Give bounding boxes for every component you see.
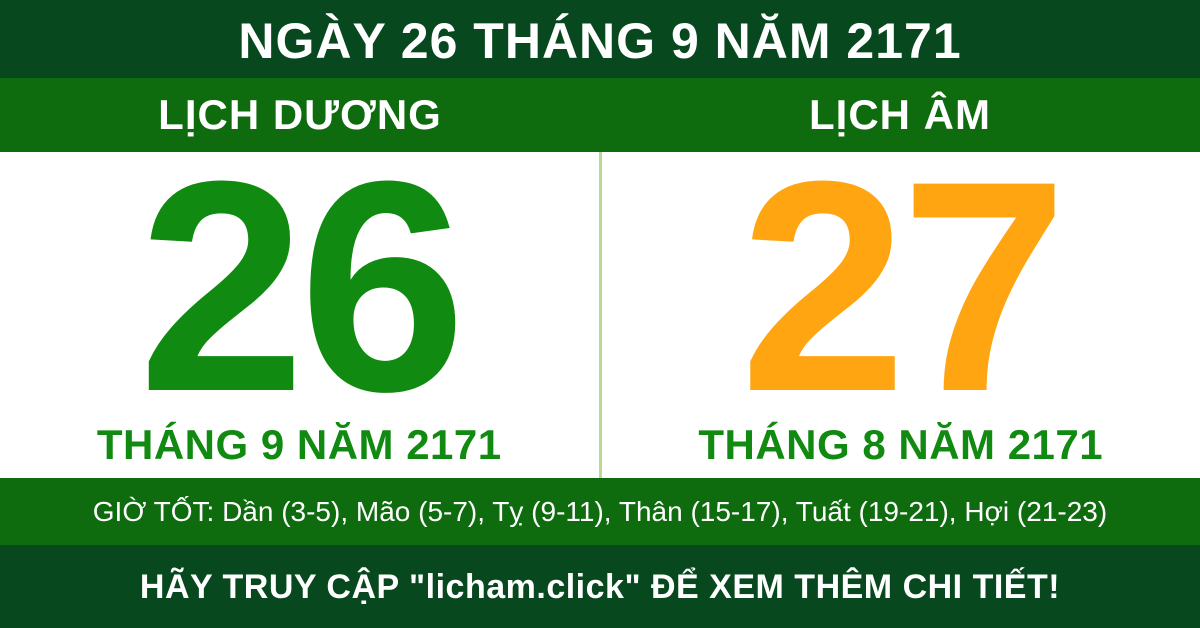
tab-solar-label: LỊCH DƯƠNG [158,91,442,138]
tab-lunar-label: LỊCH ÂM [809,91,991,138]
tab-lunar-calendar: LỊCH ÂM [600,78,1200,152]
tab-solar-calendar: LỊCH DƯƠNG [0,78,600,152]
good-hours-text: GIỜ TỐT: Dần (3-5), Mão (5-7), Tỵ (9-11)… [92,495,1108,527]
vertical-divider [598,152,602,478]
footer-bar: HÃY TRUY CẬP "licham.click" ĐỂ XEM THÊM … [0,545,1200,628]
lunar-month-year: THÁNG 8 NĂM 2171 [698,421,1104,468]
calendar-type-bar: LỊCH DƯƠNG LỊCH ÂM [0,78,1200,152]
lunar-day-number: 27 [739,118,1068,454]
footer-cta-text: HÃY TRUY CẬP "licham.click" ĐỂ XEM THÊM … [139,567,1061,606]
solar-month-year: THÁNG 9 NĂM 2171 [96,421,502,468]
page-title: NGÀY 26 THÁNG 9 NĂM 2171 [238,13,962,69]
solar-panel: 26 THÁNG 9 NĂM 2171 [0,118,599,478]
solar-day-number: 26 [138,118,466,454]
header-bar: NGÀY 26 THÁNG 9 NĂM 2171 [0,0,1200,78]
good-hours-bar: GIỜ TỐT: Dần (3-5), Mão (5-7), Tỵ (9-11)… [0,478,1200,545]
lunar-panel: 27 THÁNG 8 NĂM 2171 [602,118,1200,478]
calendar-body: 26 THÁNG 9 NĂM 2171 27 THÁNG 8 NĂM 2171 [0,118,1200,478]
